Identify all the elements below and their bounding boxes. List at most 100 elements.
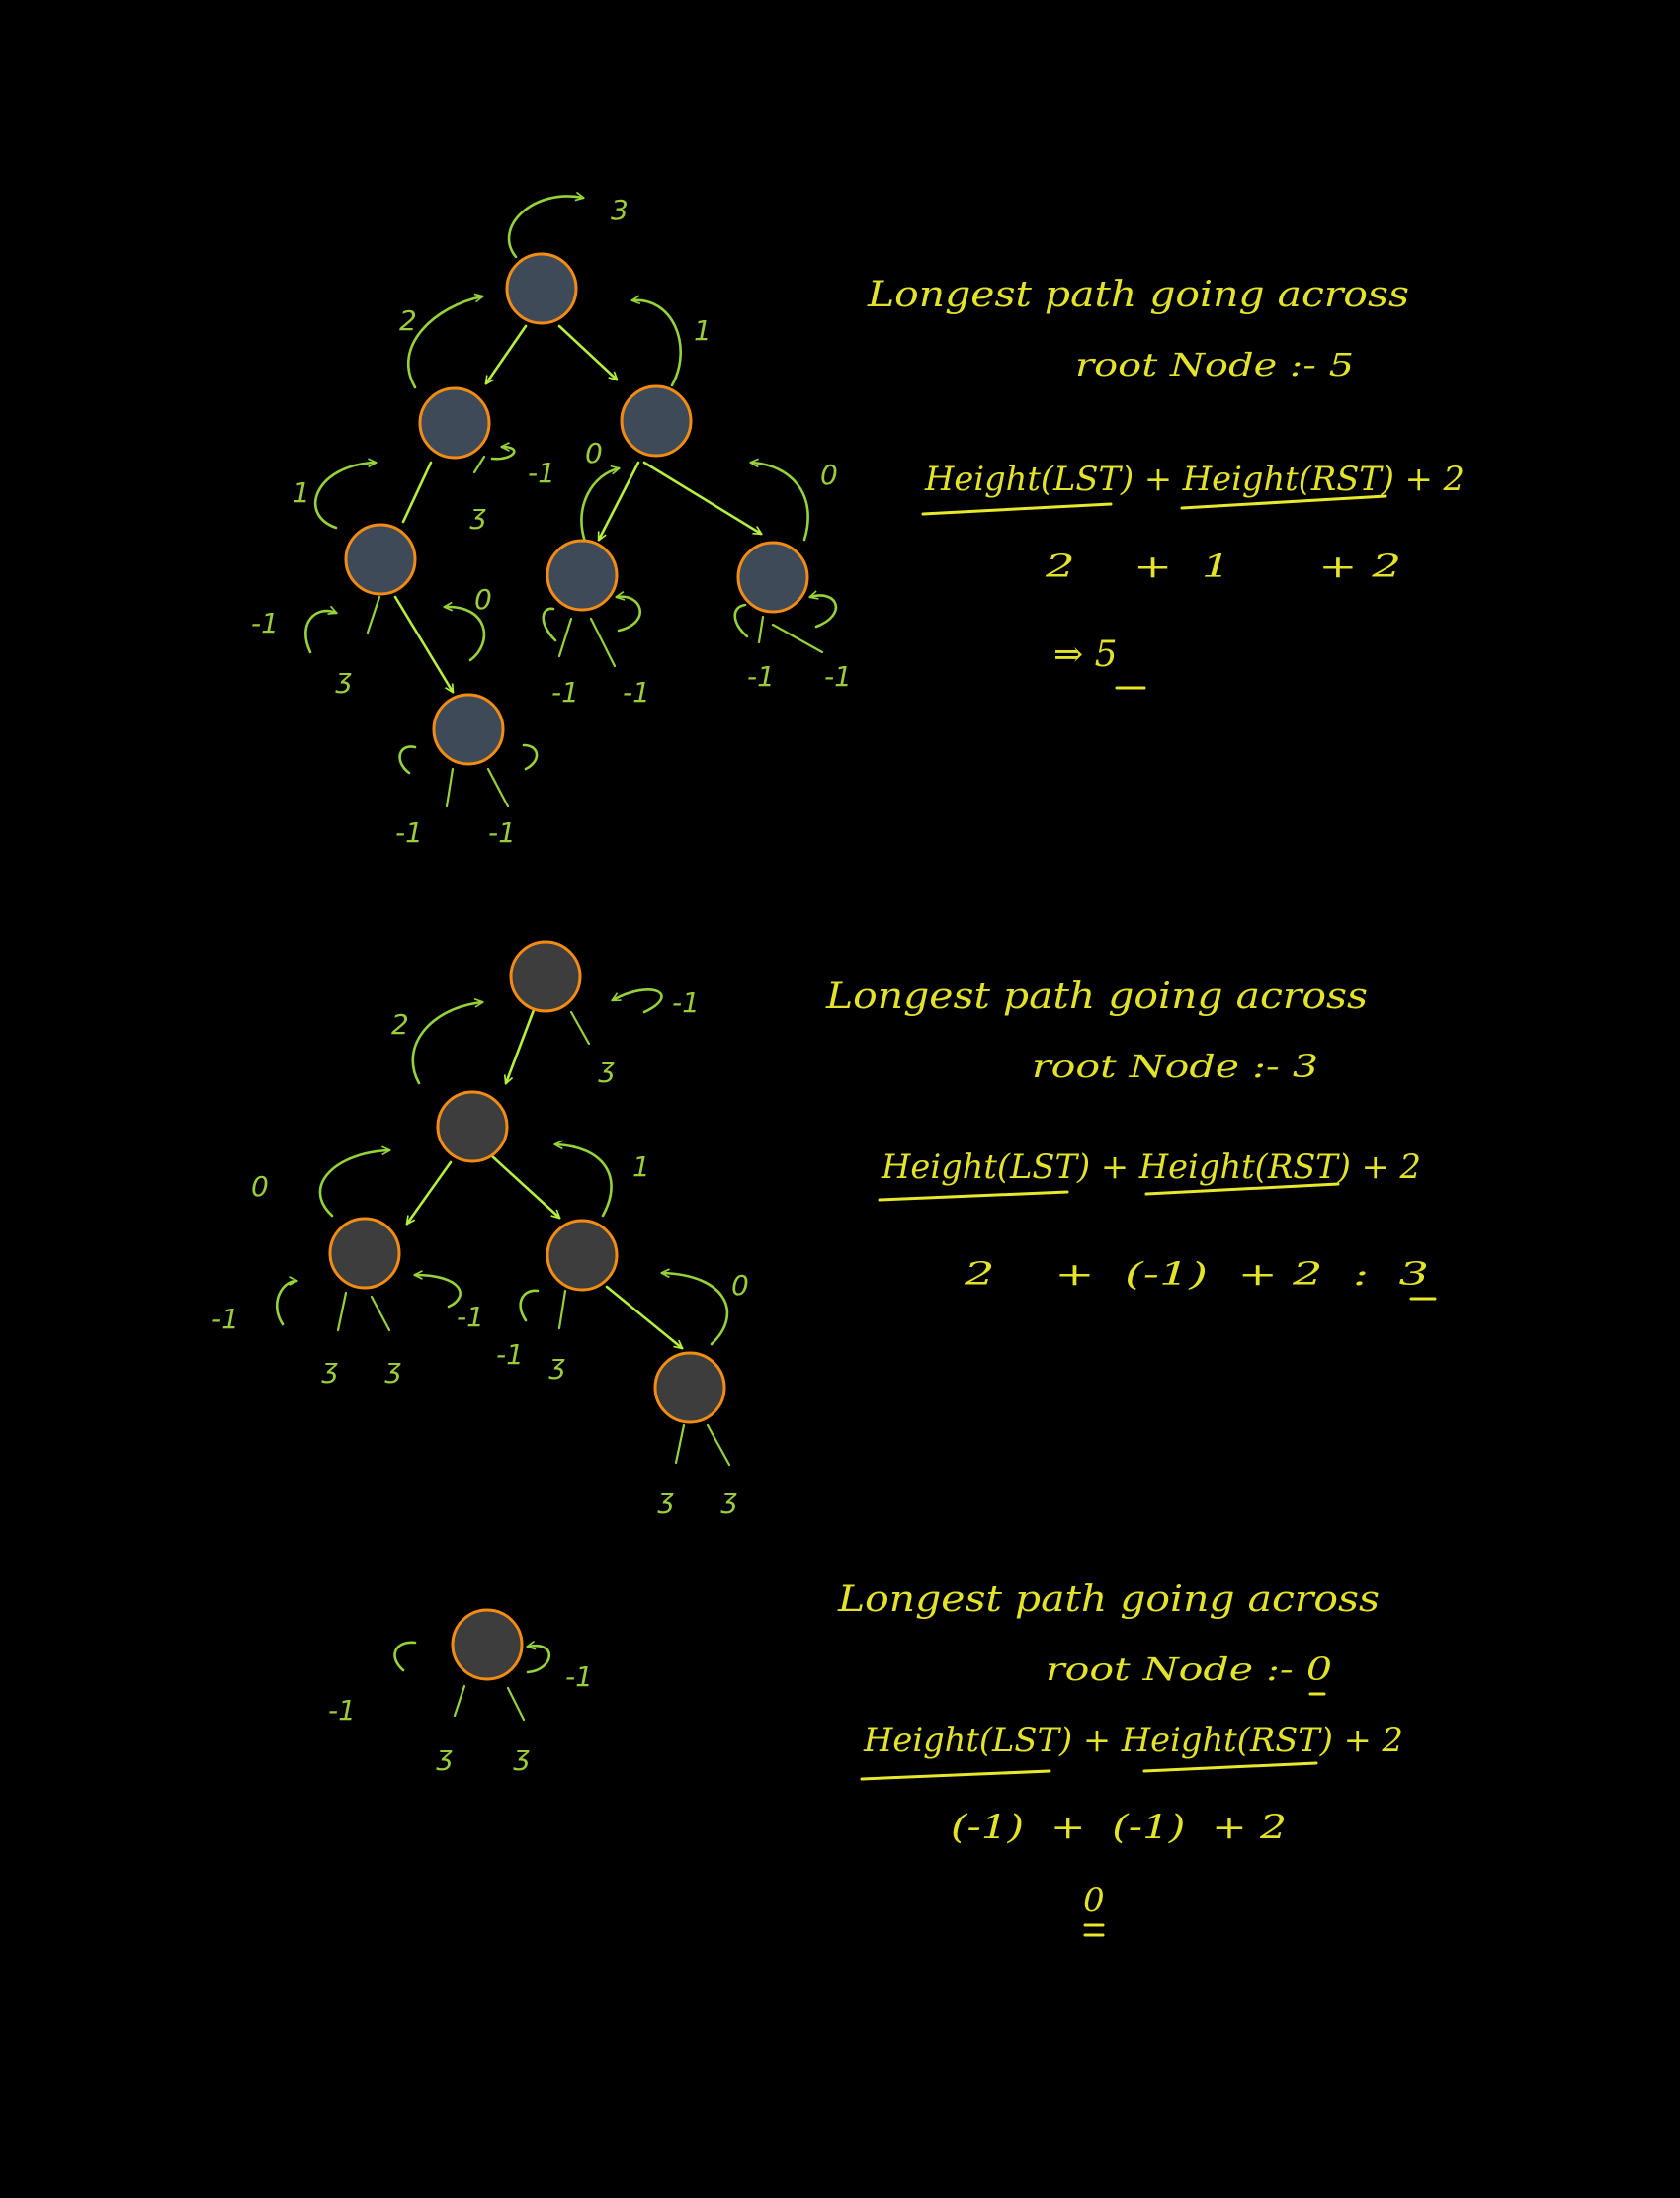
tree1-node-left-left-right (432, 693, 505, 766)
t1-label-n2-left: 0 (585, 437, 603, 469)
t2-edge-n1-right (490, 1154, 559, 1218)
loop-n5-left (733, 603, 749, 638)
edge-root-left (486, 324, 528, 383)
t1-label-n5-right: -1 (824, 660, 852, 693)
loop-n6-right (522, 743, 539, 771)
edge-root-right (557, 324, 617, 380)
loop-n4-left (542, 607, 557, 642)
t2-label-n4-null-a: ʒ (657, 1482, 674, 1515)
section3-tree: -1 -1 ʒ ʒ (328, 1608, 593, 1772)
t3-loop-left (393, 1641, 417, 1672)
s1-values: 2 + 1 + 2 (1045, 548, 1401, 585)
loop-root (507, 196, 583, 259)
t1-label-n4-right: -1 (623, 676, 650, 709)
tree1-node-left (418, 386, 491, 460)
t1-label-n6-right: -1 (488, 816, 516, 849)
loop-n6-left (398, 745, 417, 775)
edge-n2-left (597, 461, 640, 540)
t1-label-n6-left: -1 (395, 816, 423, 849)
tree1-node-root (505, 252, 578, 325)
t2-loop-n2-right (415, 1275, 462, 1309)
t1-label-root-left: 2 (399, 304, 417, 337)
loop-n1-left (314, 463, 376, 530)
tree1-node-right-left (546, 539, 619, 612)
t1-label-n1-right: -1 (528, 457, 555, 489)
t1-label-n2-right: 0 (820, 459, 838, 491)
t2-loop-root-right (613, 988, 663, 1014)
tree1-node-left-left (344, 523, 417, 596)
s2-title-line1: Longest path going across (825, 976, 1368, 1017)
t1-label-n1-null: ʒ (469, 498, 486, 531)
t3-label-right: -1 (565, 1660, 593, 1693)
t2-label-n2-left: -1 (211, 1303, 239, 1335)
tree2-node-left (436, 1090, 509, 1163)
s2-underline-lst (878, 1190, 1069, 1202)
t2-null-root (569, 1010, 591, 1046)
t1-label-n3-right: 0 (474, 583, 492, 616)
t2-label-n2-null-a: ʒ (321, 1352, 338, 1385)
t2-edge-root-left (506, 1008, 536, 1083)
s3-title-line1: Longest path going across (837, 1579, 1380, 1620)
loop-n4-right (617, 597, 641, 633)
t2-label-n3-right: 0 (731, 1269, 749, 1302)
s2-underline-rst (1144, 1182, 1340, 1196)
s1-title-line2: root Node :- 5 (1075, 346, 1354, 383)
t2-loop-n3-left (519, 1289, 540, 1322)
s2-formula: Height(LST) + Height(RST) + 2 (881, 1147, 1421, 1187)
loop-root-right (632, 300, 682, 387)
t1-label-n4-left: -1 (551, 676, 579, 709)
edge-n3-right (393, 595, 453, 692)
t2-label-root-left: 2 (391, 1008, 409, 1041)
t2-label-n1-right: 1 (632, 1150, 650, 1183)
s1-title-line1: Longest path going across (867, 275, 1409, 315)
section1-tree: 3 2 1 1 -1 ʒ 0 0 -1 ʒ 0 -1 -1 -1 -1 -1 -… (251, 194, 852, 849)
t2-loop-n2-left (275, 1281, 296, 1326)
t2-loop-root-left (411, 1002, 482, 1085)
section2-tree: 2 -1 ʒ 0 1 -1 ʒ ʒ -1 -1 ʒ 0 ʒ ʒ (211, 940, 749, 1515)
tree2-node-left-left (328, 1217, 401, 1290)
loop-root-left (407, 296, 482, 389)
null-n5-right (771, 623, 824, 654)
section3-explanation: Longest path going across root Node :- 0… (837, 1579, 1403, 1937)
t3-loop-right (528, 1646, 551, 1674)
s1-underline-rst (1180, 494, 1387, 510)
loop-n5-right (810, 595, 838, 629)
s3-underline-lst (860, 1769, 1051, 1781)
t3-null-right (506, 1686, 526, 1722)
loop-n2-left (580, 468, 619, 544)
edge-n2-right (642, 461, 761, 534)
t2-loop-n3-right (662, 1273, 729, 1346)
t1-label-n3-left: -1 (251, 607, 279, 639)
s1-formula: Height(LST) + Height(RST) + 2 (924, 460, 1465, 499)
t1-label-root-right: 1 (694, 314, 712, 347)
null-n6-right (486, 767, 510, 808)
loop-n3-left (304, 611, 336, 654)
edge-n3-left-null (366, 595, 381, 634)
s1-result: ⇒ 5 (1053, 634, 1118, 675)
s3-values: (-1) + (-1) + 2 (951, 1808, 1287, 1847)
t2-label-n4-null-b: ʒ (720, 1482, 737, 1515)
s2-title-line2: root Node :- 3 (1032, 1048, 1318, 1085)
t1-label-root: 3 (611, 194, 629, 226)
loop-n3-right (445, 607, 486, 662)
s3-result: 0 (1083, 1881, 1105, 1920)
s3-title-line2: root Node :- 0 (1046, 1650, 1332, 1688)
null-n4-left (557, 617, 573, 658)
loop-n2-right (751, 463, 809, 542)
s3-formula: Height(LST) + Height(RST) + 2 (863, 1721, 1403, 1760)
t3-label-left: -1 (328, 1694, 356, 1727)
tree3-node-root (451, 1608, 524, 1681)
tree2-node-left-right (546, 1219, 619, 1292)
s1-underline-lst (921, 502, 1113, 516)
t2-null-n4-left (674, 1423, 686, 1465)
null-n2-left (472, 455, 486, 474)
t2-null-n3-left (557, 1289, 567, 1330)
loop-n1-right (490, 447, 516, 461)
section1-explanation: Longest path going across root Node :- 5… (867, 275, 1465, 690)
t2-label-n2-null-b: ʒ (384, 1352, 401, 1385)
t2-null-n2-left (336, 1291, 348, 1332)
edge-n1-left (401, 461, 433, 524)
s2-values: 2 + (-1) + 2 : 3 (964, 1255, 1429, 1293)
